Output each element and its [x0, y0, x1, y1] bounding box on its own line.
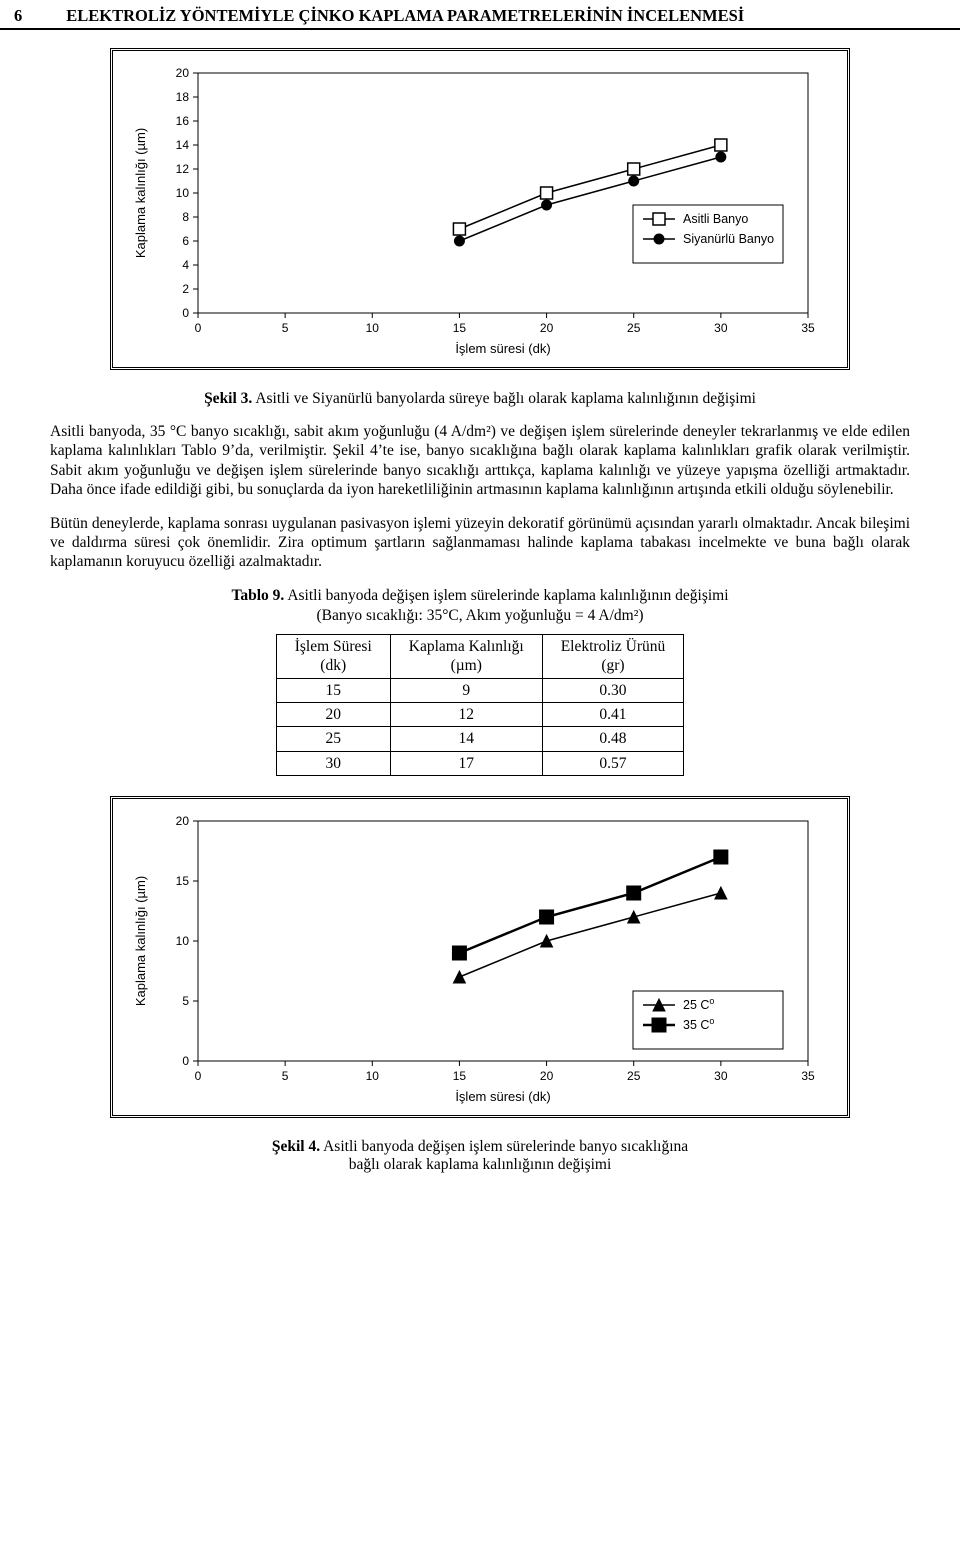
svg-text:4: 4: [182, 258, 189, 272]
svg-text:10: 10: [176, 186, 190, 200]
svg-text:İşlem süresi (dk): İşlem süresi (dk): [455, 341, 550, 356]
svg-text:30: 30: [714, 1069, 728, 1083]
svg-text:35: 35: [801, 1069, 815, 1083]
svg-text:Asitli Banyo: Asitli Banyo: [683, 212, 748, 226]
svg-text:5: 5: [182, 994, 189, 1008]
table-header-cell: Kaplama Kalınlığı(µm): [390, 634, 542, 678]
svg-text:20: 20: [176, 66, 190, 80]
table-cell: 25: [276, 727, 390, 751]
svg-text:İşlem süresi (dk): İşlem süresi (dk): [455, 1089, 550, 1104]
svg-text:10: 10: [366, 321, 380, 335]
svg-text:0: 0: [182, 1054, 189, 1068]
svg-text:15: 15: [453, 1069, 467, 1083]
svg-text:0: 0: [195, 1069, 202, 1083]
table-9-cap-line1: Asitli banyoda değişen işlem sürelerinde…: [284, 587, 728, 604]
figure-4-label: Şekil 4.: [272, 1138, 320, 1155]
svg-text:20: 20: [176, 814, 190, 828]
table-cell: 0.57: [542, 751, 684, 775]
svg-text:0: 0: [182, 306, 189, 320]
page-header: 6 ELEKTROLİZ YÖNTEMİYLE ÇİNKO KAPLAMA PA…: [0, 0, 960, 30]
svg-text:25: 25: [627, 1069, 641, 1083]
table-cell: 12: [390, 703, 542, 727]
figure-4-caption: Şekil 4. Asitli banyoda değişen işlem sü…: [50, 1138, 910, 1174]
figure-4-chart: 0 5 10 15 20 25 30 35 0 5 10 15 20 İşlem süresi (dk) K…: [110, 796, 850, 1118]
paragraph-1: Asitli banyoda, 35 °C banyo sıcaklığı, s…: [50, 422, 910, 500]
table-row: 25140.48: [276, 727, 684, 751]
svg-text:5: 5: [282, 321, 289, 335]
table-row: 1590.30: [276, 678, 684, 702]
svg-text:Siyanürlü Banyo: Siyanürlü Banyo: [683, 232, 774, 246]
svg-text:16: 16: [176, 114, 190, 128]
paragraph-2: Bütün deneylerde, kaplama sonrası uygula…: [50, 514, 910, 572]
figure-3-label: Şekil 3.: [204, 390, 252, 407]
svg-text:18: 18: [176, 90, 190, 104]
table-row: 30170.57: [276, 751, 684, 775]
svg-text:Kaplama kalınlığı (µm): Kaplama kalınlığı (µm): [133, 876, 148, 1006]
table-header-cell: Elektroliz Ürünü(gr): [542, 634, 684, 678]
figure-4-line1: Asitli banyoda değişen işlem sürelerinde…: [320, 1138, 688, 1155]
svg-text:10: 10: [176, 934, 190, 948]
svg-text:14: 14: [176, 138, 190, 152]
svg-text:2: 2: [182, 282, 189, 296]
table-cell: 20: [276, 703, 390, 727]
svg-text:25: 25: [627, 321, 641, 335]
svg-text:35: 35: [801, 321, 815, 335]
page-number: 6: [14, 6, 22, 26]
table-9-label: Tablo 9.: [231, 587, 284, 604]
table-9-cap-line2: (Banyo sıcaklığı: 35°C, Akım yoğunluğu =…: [317, 607, 644, 624]
svg-text:15: 15: [176, 874, 190, 888]
chart-1-svg: 0 5 10 15 20 25 30 35 0 2 4 6 8 10 12 14 16 18 20 İşlem sür…: [123, 61, 823, 361]
figure-3-chart: 0 5 10 15 20 25 30 35 0 2 4 6 8 10 12 14 16 18 20 İşlem sür…: [110, 48, 850, 370]
svg-text:0: 0: [195, 321, 202, 335]
chart-2-svg: 0 5 10 15 20 25 30 35 0 5 10 15 20 İşlem süresi (dk) K…: [123, 809, 823, 1109]
table-9: İşlem Süresi(dk)Kaplama Kalınlığı(µm)Ele…: [276, 634, 685, 776]
svg-text:30: 30: [714, 321, 728, 335]
svg-text:15: 15: [453, 321, 467, 335]
svg-text:20: 20: [540, 321, 554, 335]
table-cell: 15: [276, 678, 390, 702]
table-row: 20120.41: [276, 703, 684, 727]
table-cell: 9: [390, 678, 542, 702]
table-cell: 14: [390, 727, 542, 751]
svg-text:12: 12: [176, 162, 190, 176]
svg-text:8: 8: [182, 210, 189, 224]
table-cell: 30: [276, 751, 390, 775]
table-9-caption: Tablo 9. Asitli banyoda değişen işlem sü…: [50, 586, 910, 626]
table-cell: 0.48: [542, 727, 684, 751]
table-cell: 0.41: [542, 703, 684, 727]
svg-text:5: 5: [282, 1069, 289, 1083]
svg-text:6: 6: [182, 234, 189, 248]
figure-4-line2: bağlı olarak kaplama kalınlığının değişi…: [349, 1156, 612, 1173]
svg-text:20: 20: [540, 1069, 554, 1083]
table-cell: 0.30: [542, 678, 684, 702]
svg-text:Kaplama kalınlığı (µm): Kaplama kalınlığı (µm): [133, 128, 148, 258]
page-title: ELEKTROLİZ YÖNTEMİYLE ÇİNKO KAPLAMA PARA…: [66, 6, 744, 26]
figure-3-caption: Şekil 3. Asitli ve Siyanürlü banyolarda …: [50, 390, 910, 408]
table-header-cell: İşlem Süresi(dk): [276, 634, 390, 678]
table-cell: 17: [390, 751, 542, 775]
figure-3-text: Asitli ve Siyanürlü banyolarda süreye ba…: [252, 390, 756, 407]
svg-text:10: 10: [366, 1069, 380, 1083]
